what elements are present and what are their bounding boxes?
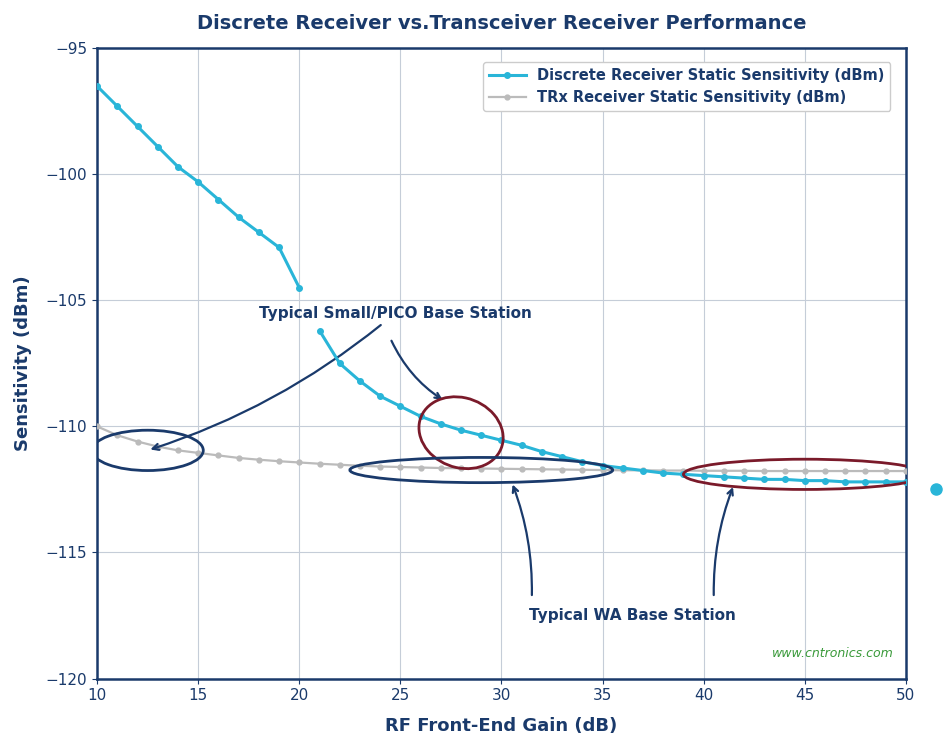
TRx Receiver Static Sensitivity (dBm)	[758, 467, 769, 476]
Discrete Receiver Static Sensitivity (dBm)	[778, 475, 789, 484]
Discrete Receiver Static Sensitivity (dBm)	[596, 461, 607, 470]
TRx Receiver Static Sensitivity (dBm)	[334, 460, 346, 469]
Line: TRx Receiver Static Sensitivity (dBm): TRx Receiver Static Sensitivity (dBm)	[94, 424, 907, 473]
Discrete Receiver Static Sensitivity (dBm)	[414, 412, 426, 421]
Discrete Receiver Static Sensitivity (dBm)	[900, 477, 911, 486]
TRx Receiver Static Sensitivity (dBm)	[738, 467, 749, 476]
Discrete Receiver Static Sensitivity (dBm)	[738, 473, 749, 482]
Discrete Receiver Static Sensitivity (dBm)	[637, 466, 648, 475]
Discrete Receiver Static Sensitivity (dBm)	[576, 457, 587, 466]
TRx Receiver Static Sensitivity (dBm)	[677, 466, 688, 475]
TRx Receiver Static Sensitivity (dBm)	[576, 465, 587, 474]
Discrete Receiver Static Sensitivity (dBm)	[657, 469, 668, 478]
Discrete Receiver Static Sensitivity (dBm)	[334, 359, 346, 368]
TRx Receiver Static Sensitivity (dBm)	[819, 467, 830, 476]
TRx Receiver Static Sensitivity (dBm)	[172, 446, 184, 455]
TRx Receiver Static Sensitivity (dBm)	[778, 467, 789, 476]
Discrete Receiver Static Sensitivity (dBm)	[718, 473, 729, 482]
TRx Receiver Static Sensitivity (dBm)	[91, 422, 103, 431]
TRx Receiver Static Sensitivity (dBm)	[637, 466, 648, 475]
Discrete Receiver Static Sensitivity (dBm)	[859, 477, 870, 486]
TRx Receiver Static Sensitivity (dBm)	[111, 431, 123, 440]
TRx Receiver Static Sensitivity (dBm)	[900, 467, 911, 476]
Discrete Receiver Static Sensitivity (dBm)	[798, 476, 809, 485]
TRx Receiver Static Sensitivity (dBm)	[495, 464, 506, 473]
Discrete Receiver Static Sensitivity (dBm)	[536, 447, 547, 456]
Discrete Receiver Static Sensitivity (dBm)	[394, 401, 406, 410]
TRx Receiver Static Sensitivity (dBm)	[435, 464, 446, 473]
TRx Receiver Static Sensitivity (dBm)	[253, 455, 265, 464]
Line: Discrete Receiver Static Sensitivity (dBm): Discrete Receiver Static Sensitivity (dB…	[316, 328, 907, 485]
TRx Receiver Static Sensitivity (dBm)	[232, 453, 244, 462]
TRx Receiver Static Sensitivity (dBm)	[556, 465, 567, 474]
TRx Receiver Static Sensitivity (dBm)	[131, 437, 143, 446]
TRx Receiver Static Sensitivity (dBm)	[354, 461, 366, 470]
TRx Receiver Static Sensitivity (dBm)	[152, 442, 164, 451]
TRx Receiver Static Sensitivity (dBm)	[657, 466, 668, 475]
TRx Receiver Static Sensitivity (dBm)	[374, 462, 386, 471]
Discrete Receiver Static Sensitivity (dBm)	[758, 475, 769, 484]
Discrete Receiver Static Sensitivity (dBm)	[617, 464, 628, 473]
Discrete Receiver Static Sensitivity (dBm)	[495, 436, 506, 445]
TRx Receiver Static Sensitivity (dBm)	[414, 463, 426, 472]
Discrete Receiver Static Sensitivity (dBm)	[839, 477, 850, 486]
Discrete Receiver Static Sensitivity (dBm)	[475, 431, 486, 440]
Discrete Receiver Static Sensitivity (dBm)	[677, 470, 688, 479]
TRx Receiver Static Sensitivity (dBm)	[394, 463, 406, 472]
Title: Discrete Receiver vs.Transceiver Receiver Performance: Discrete Receiver vs.Transceiver Receive…	[196, 14, 805, 33]
Discrete Receiver Static Sensitivity (dBm)	[354, 377, 366, 386]
X-axis label: RF Front-End Gain (dB): RF Front-End Gain (dB)	[385, 717, 617, 735]
Discrete Receiver Static Sensitivity (dBm)	[313, 326, 325, 335]
TRx Receiver Static Sensitivity (dBm)	[313, 459, 325, 468]
Y-axis label: Sensitivity (dBm): Sensitivity (dBm)	[14, 276, 31, 451]
TRx Receiver Static Sensitivity (dBm)	[475, 464, 486, 473]
TRx Receiver Static Sensitivity (dBm)	[293, 458, 305, 467]
Discrete Receiver Static Sensitivity (dBm)	[697, 471, 708, 480]
Discrete Receiver Static Sensitivity (dBm)	[556, 452, 567, 461]
TRx Receiver Static Sensitivity (dBm)	[798, 467, 809, 476]
TRx Receiver Static Sensitivity (dBm)	[455, 464, 466, 473]
Text: Typical Small/PICO Base Station: Typical Small/PICO Base Station	[152, 306, 531, 450]
Discrete Receiver Static Sensitivity (dBm)	[455, 425, 466, 434]
Discrete Receiver Static Sensitivity (dBm)	[435, 419, 446, 428]
TRx Receiver Static Sensitivity (dBm)	[718, 467, 729, 476]
TRx Receiver Static Sensitivity (dBm)	[273, 457, 285, 466]
TRx Receiver Static Sensitivity (dBm)	[697, 467, 708, 476]
Discrete Receiver Static Sensitivity (dBm)	[515, 441, 526, 450]
Text: www.cntronics.com: www.cntronics.com	[771, 646, 893, 660]
Discrete Receiver Static Sensitivity (dBm)	[819, 476, 830, 485]
TRx Receiver Static Sensitivity (dBm)	[617, 466, 628, 475]
TRx Receiver Static Sensitivity (dBm)	[596, 466, 607, 475]
Discrete Receiver Static Sensitivity (dBm)	[374, 392, 386, 401]
TRx Receiver Static Sensitivity (dBm)	[515, 464, 526, 473]
Discrete Receiver Static Sensitivity (dBm)	[879, 477, 890, 486]
Text: Typical WA Base Station: Typical WA Base Station	[529, 608, 736, 623]
TRx Receiver Static Sensitivity (dBm)	[859, 467, 870, 476]
TRx Receiver Static Sensitivity (dBm)	[192, 449, 204, 458]
TRx Receiver Static Sensitivity (dBm)	[879, 467, 890, 476]
TRx Receiver Static Sensitivity (dBm)	[839, 467, 850, 476]
Legend: Discrete Receiver Static Sensitivity (dBm), TRx Receiver Static Sensitivity (dBm: Discrete Receiver Static Sensitivity (dB…	[483, 62, 889, 111]
TRx Receiver Static Sensitivity (dBm)	[212, 451, 224, 460]
TRx Receiver Static Sensitivity (dBm)	[536, 465, 547, 474]
